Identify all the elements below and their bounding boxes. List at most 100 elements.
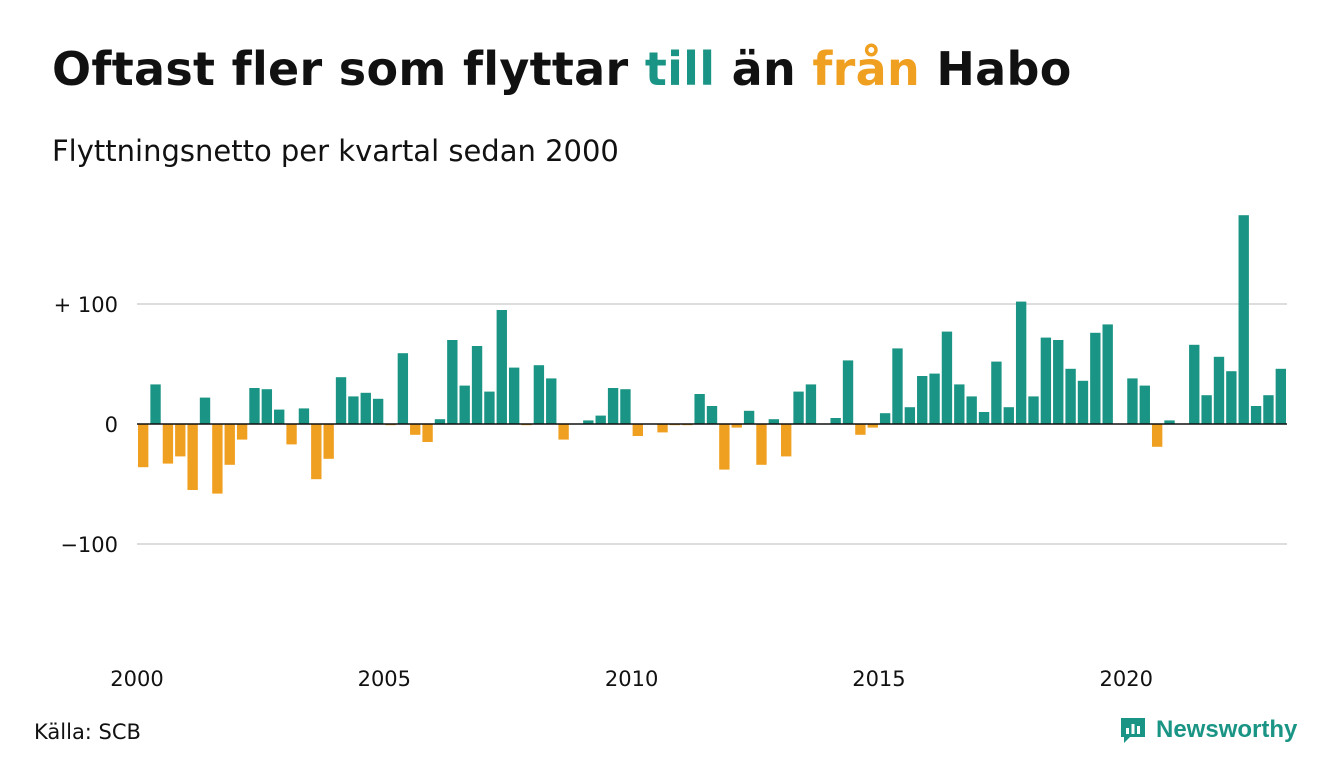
bar bbox=[1226, 371, 1237, 424]
bar bbox=[1275, 368, 1286, 424]
brand-name: Newsworthy bbox=[1156, 716, 1298, 743]
bar bbox=[756, 424, 767, 465]
bar bbox=[1238, 215, 1249, 424]
bar bbox=[1213, 356, 1225, 424]
bar bbox=[805, 384, 817, 424]
bar bbox=[187, 424, 198, 490]
bar bbox=[249, 388, 260, 424]
bar bbox=[879, 413, 891, 424]
bar bbox=[1164, 420, 1175, 424]
bar bbox=[397, 353, 409, 424]
bar bbox=[261, 389, 273, 424]
title-part-5: Habo bbox=[920, 42, 1072, 96]
bar bbox=[212, 424, 223, 494]
y-tick-label: + 100 bbox=[54, 293, 118, 317]
x-tick-label: 2015 bbox=[852, 667, 905, 691]
bar bbox=[422, 424, 433, 442]
bar bbox=[360, 392, 371, 424]
bar bbox=[743, 410, 755, 424]
bar bbox=[595, 415, 606, 424]
bar bbox=[447, 340, 458, 424]
bar bbox=[731, 424, 742, 428]
bar bbox=[1053, 340, 1064, 424]
title-part-3: än bbox=[715, 42, 813, 96]
bar bbox=[311, 424, 322, 480]
bar bbox=[298, 408, 310, 424]
bar bbox=[138, 424, 149, 468]
x-tick-label: 2010 bbox=[605, 667, 658, 691]
bar bbox=[1003, 407, 1014, 424]
bar bbox=[459, 385, 470, 424]
bar bbox=[410, 424, 421, 435]
bar bbox=[830, 418, 841, 424]
bar bbox=[1090, 332, 1101, 424]
x-tick-label: 2000 bbox=[110, 667, 163, 691]
bar bbox=[904, 407, 916, 424]
bar bbox=[1040, 337, 1052, 424]
bar bbox=[607, 388, 619, 424]
bar bbox=[150, 384, 161, 424]
bar bbox=[1028, 396, 1039, 424]
bar bbox=[348, 396, 359, 424]
bar bbox=[657, 424, 668, 433]
bar bbox=[991, 361, 1002, 424]
bar bbox=[323, 424, 334, 459]
bar bbox=[286, 424, 297, 445]
bar bbox=[892, 348, 903, 424]
bar bbox=[1015, 301, 1027, 424]
bar bbox=[954, 384, 965, 424]
chart-subtitle: Flyttningsnetto per kvartal sedan 2000 bbox=[52, 134, 619, 168]
bar bbox=[917, 376, 928, 424]
title-part-1: Oftast fler som flyttar bbox=[52, 42, 645, 96]
bar bbox=[1139, 385, 1150, 424]
bar bbox=[719, 424, 730, 470]
bar bbox=[508, 367, 520, 424]
bar bbox=[694, 394, 705, 424]
bar bbox=[335, 377, 347, 424]
bar bbox=[558, 424, 569, 440]
bar bbox=[546, 378, 557, 424]
bar bbox=[434, 419, 446, 424]
bar bbox=[372, 398, 384, 424]
bar bbox=[793, 391, 804, 424]
bar bbox=[620, 389, 631, 424]
bar bbox=[842, 360, 854, 424]
x-tick-label: 2005 bbox=[358, 667, 411, 691]
bar bbox=[781, 424, 792, 457]
bar bbox=[1151, 424, 1163, 447]
y-tick-label: 0 bbox=[105, 413, 118, 437]
bar bbox=[768, 419, 780, 424]
bar bbox=[706, 406, 718, 424]
bar bbox=[941, 331, 953, 424]
bar bbox=[1263, 395, 1274, 424]
bar bbox=[929, 373, 940, 424]
source-note: Källa: SCB bbox=[34, 720, 141, 744]
x-tick-label: 2020 bbox=[1100, 667, 1153, 691]
bar bbox=[224, 424, 235, 465]
bar bbox=[855, 424, 866, 435]
bar bbox=[175, 424, 186, 457]
bar bbox=[199, 397, 211, 424]
bar bbox=[533, 365, 545, 424]
y-tick-label: −100 bbox=[60, 533, 118, 557]
bar bbox=[471, 346, 483, 424]
title-keyword-fran: från bbox=[812, 42, 921, 96]
bar bbox=[496, 310, 507, 424]
bar bbox=[162, 424, 174, 464]
bar bbox=[1201, 395, 1212, 424]
bar bbox=[1065, 368, 1076, 424]
chart-title: Oftast fler som flyttar till än från Hab… bbox=[52, 42, 1072, 96]
bar bbox=[966, 396, 977, 424]
bar bbox=[978, 412, 990, 424]
bar bbox=[583, 420, 594, 424]
bar bbox=[1077, 380, 1089, 424]
bar bbox=[274, 409, 285, 424]
bar bbox=[632, 424, 643, 436]
newsworthy-logo-icon bbox=[1121, 718, 1145, 743]
bar bbox=[484, 391, 495, 424]
title-keyword-till: till bbox=[644, 42, 716, 96]
bar bbox=[1250, 406, 1262, 424]
bar bbox=[1127, 378, 1138, 424]
bar bbox=[1189, 344, 1200, 424]
